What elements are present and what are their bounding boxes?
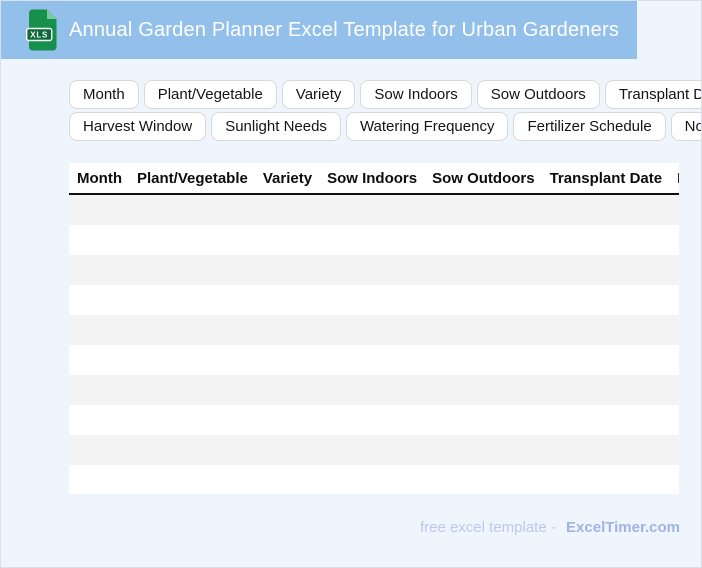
chip-plant-vegetable[interactable]: Plant/Vegetable (143, 80, 277, 109)
chip-sunlight-needs[interactable]: Sunlight Needs (211, 112, 341, 141)
table-row (69, 465, 679, 494)
footer-brand-link[interactable]: ExcelTimer.com (566, 519, 680, 536)
table-row (69, 195, 679, 225)
table-row (69, 285, 679, 315)
chip-variety[interactable]: Variety (281, 80, 356, 109)
chip-sow-indoors[interactable]: Sow Indoors (360, 80, 472, 109)
chips-area: Month Plant/Vegetable Variety Sow Indoor… (69, 80, 701, 141)
footer-text: free excel template - (419, 519, 556, 536)
chip-harvest-window[interactable]: Harvest Window (69, 112, 207, 141)
column-header-month: Month (77, 169, 122, 187)
table-row (69, 435, 679, 465)
chip-sow-outdoors[interactable]: Sow Outdoors (476, 80, 600, 109)
chip-row-1: Month Plant/Vegetable Variety Sow Indoor… (69, 80, 701, 109)
xls-icon-label: XLS (30, 31, 48, 40)
table-card: Month Plant/Vegetable Variety Sow Indoor… (69, 163, 679, 494)
column-header-variety: Variety (262, 169, 313, 187)
table-row (69, 255, 679, 285)
chip-fertilizer-schedule[interactable]: Fertilizer Schedule (513, 112, 666, 141)
chip-transplant-date[interactable]: Transplant Date (604, 80, 701, 109)
table-row (69, 345, 679, 375)
column-header-transplant-date: Transplant Date (549, 169, 663, 187)
table-header-row: Month Plant/Vegetable Variety Sow Indoor… (69, 163, 679, 195)
page-title: Annual Garden Planner Excel Template for… (69, 19, 620, 41)
chip-notes[interactable]: Notes (670, 112, 701, 141)
table-row (69, 375, 679, 405)
chip-month[interactable]: Month (69, 80, 139, 109)
table-row (69, 315, 679, 345)
footer: free excel template - ExcelTimer.com (420, 519, 680, 536)
column-header-sow-outdoors: Sow Outdoors (432, 169, 535, 187)
table-body (69, 195, 679, 494)
chip-watering-frequency[interactable]: Watering Frequency (345, 112, 509, 141)
column-header-plant-vegetable: Plant/Vegetable (136, 169, 248, 187)
column-header-harvest-window: Harvest Window (677, 170, 679, 187)
header-bar: XLS Annual Garden Planner Excel Template… (1, 1, 637, 59)
column-header-sow-indoors: Sow Indoors (327, 169, 418, 187)
chip-row-2: Harvest Window Sunlight Needs Watering F… (69, 112, 701, 141)
xls-file-icon: XLS (26, 9, 57, 51)
table-row (69, 225, 679, 255)
table-row (69, 405, 679, 435)
